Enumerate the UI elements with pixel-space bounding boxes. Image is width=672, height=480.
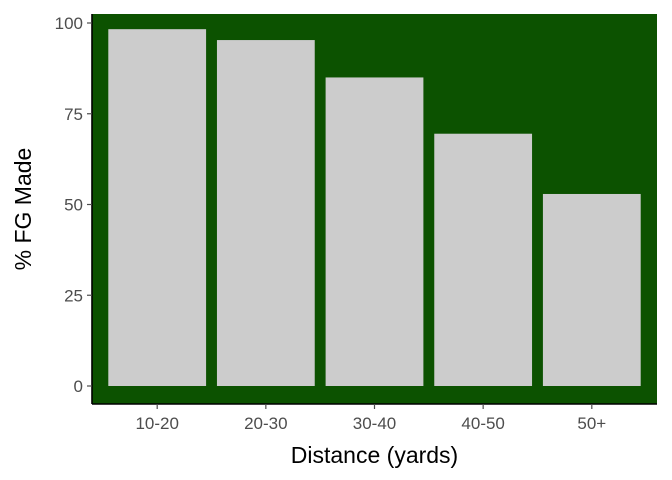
bar-30-40 — [325, 77, 424, 386]
x-tick-label: 50+ — [577, 414, 606, 433]
x-axis-title: Distance (yards) — [291, 442, 458, 468]
x-tick-label: 20-30 — [244, 414, 287, 433]
y-axis-title: % FG Made — [10, 148, 36, 271]
y-axis-ticks: 0 25 50 75 100 — [55, 14, 92, 396]
y-tick-label: 100 — [55, 14, 83, 33]
y-tick-label: 75 — [64, 105, 83, 124]
x-axis-ticks: 10-20 20-30 30-40 40-50 50+ — [135, 404, 606, 433]
bar-20-30 — [216, 40, 315, 386]
y-tick-label: 25 — [64, 286, 83, 305]
bar-50+ — [542, 193, 641, 386]
bar-40-50 — [434, 133, 533, 386]
y-tick-label: 50 — [64, 196, 83, 215]
x-tick-label: 10-20 — [135, 414, 178, 433]
x-tick-label: 40-50 — [461, 414, 504, 433]
bars-group — [108, 29, 641, 387]
y-tick-label: 0 — [74, 377, 83, 396]
bar-10-20 — [108, 29, 207, 387]
x-tick-label: 30-40 — [353, 414, 396, 433]
